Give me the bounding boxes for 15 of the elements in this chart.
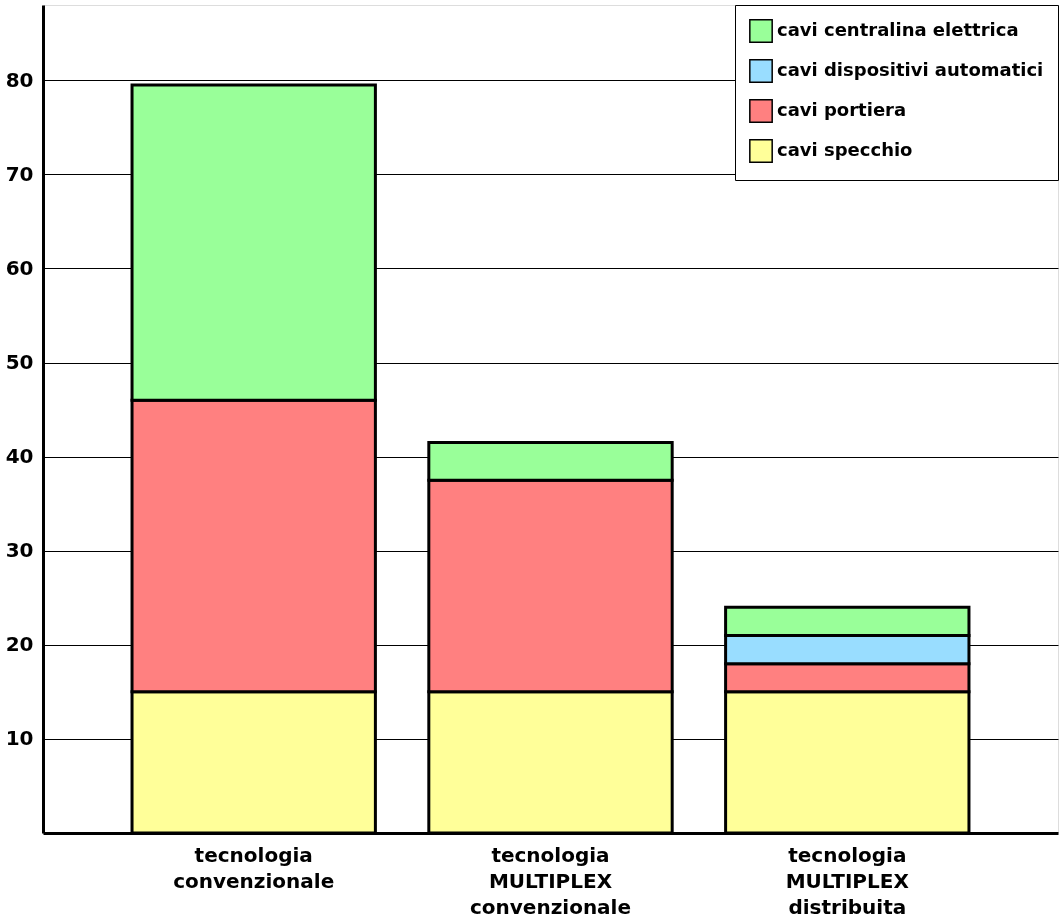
- y-tick-label: 40: [5, 444, 34, 469]
- y-tick-label: 50: [5, 350, 34, 375]
- x-tick-label: tecnologia MULTIPLEX distribuita: [785, 842, 910, 919]
- y-tick-label: 10: [5, 726, 34, 751]
- x-tick-label: tecnologia convenzionale: [173, 842, 335, 893]
- y-tick-label: 20: [5, 632, 34, 657]
- legend-label: cavi specchio: [777, 139, 913, 160]
- legend-label: cavi dispositivi automatici: [777, 59, 1044, 80]
- x-tick-label: tecnologia MULTIPLEX convenzionale: [469, 842, 632, 919]
- legend-label: cavi centralina elettrica: [777, 19, 1019, 40]
- y-tick-label: 30: [5, 538, 34, 563]
- legend-label: cavi portiera: [777, 99, 907, 120]
- y-tick-label: 70: [5, 161, 34, 186]
- y-tick-label: 60: [5, 255, 34, 280]
- y-tick-label: 80: [5, 67, 34, 92]
